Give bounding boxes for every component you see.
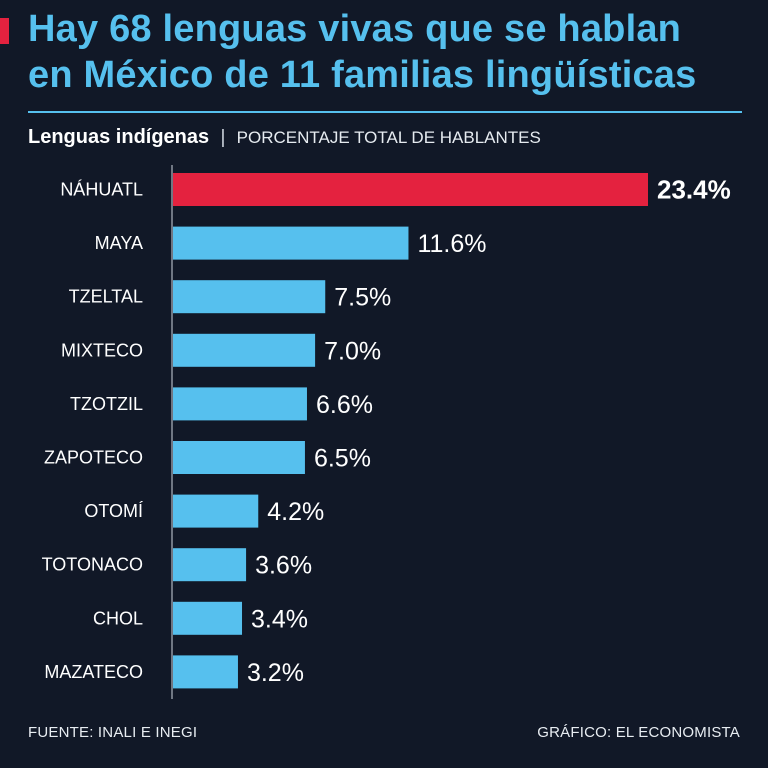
category-label: CHOL bbox=[93, 608, 143, 628]
value-label: 6.5% bbox=[314, 445, 371, 473]
category-label: MAYA bbox=[95, 233, 143, 253]
title-line-1: Hay 68 lenguas vivas que se hablan bbox=[28, 8, 682, 50]
value-label: 7.5% bbox=[334, 284, 391, 312]
bar bbox=[173, 548, 247, 582]
value-label: 11.6% bbox=[417, 230, 486, 258]
title-line-2: en México de 11 familias lingüísticas bbox=[28, 54, 697, 96]
category-label: OTOMÍ bbox=[84, 501, 143, 521]
value-label: 23.4% bbox=[657, 175, 731, 205]
value-label: 3.2% bbox=[247, 659, 304, 687]
subtitle-light: PORCENTAJE TOTAL DE HABLANTES bbox=[236, 128, 541, 147]
category-label: TZELTAL bbox=[69, 287, 143, 307]
bar bbox=[173, 333, 316, 367]
bar bbox=[173, 601, 243, 635]
bar bbox=[173, 226, 409, 260]
title-divider bbox=[28, 111, 742, 113]
category-label: TOTONACO bbox=[42, 555, 143, 575]
value-label: 4.2% bbox=[267, 498, 324, 526]
bar bbox=[173, 387, 307, 421]
title-accent-mark bbox=[0, 18, 9, 44]
chart-credit: GRÁFICO: EL ECONOMISTA bbox=[537, 724, 740, 741]
value-label: 6.6% bbox=[316, 391, 373, 419]
value-label: 3.6% bbox=[255, 552, 312, 580]
category-label: TZOTZIL bbox=[70, 394, 143, 414]
category-label: MIXTECO bbox=[61, 340, 143, 360]
category-label: MAZATECO bbox=[44, 662, 143, 682]
value-label: 7.0% bbox=[324, 337, 381, 365]
page-title: Hay 68 lenguas vivas que se hablan en Mé… bbox=[28, 6, 758, 98]
value-label: 3.4% bbox=[251, 605, 308, 633]
source-note: FUENTE: INALI E INEGI bbox=[28, 724, 198, 741]
subtitle-separator: | bbox=[220, 127, 226, 148]
bar bbox=[173, 441, 305, 474]
bar bbox=[173, 173, 648, 206]
subtitle-bold: Lenguas indígenas bbox=[28, 126, 210, 148]
bar bbox=[173, 655, 238, 689]
category-label: ZAPOTECO bbox=[44, 448, 143, 468]
bar bbox=[173, 280, 326, 314]
bar bbox=[173, 494, 259, 528]
chart-subtitle: Lenguas indígenas | PORCENTAJE TOTAL DE … bbox=[28, 124, 541, 151]
category-label: NÁHUATL bbox=[60, 180, 143, 200]
